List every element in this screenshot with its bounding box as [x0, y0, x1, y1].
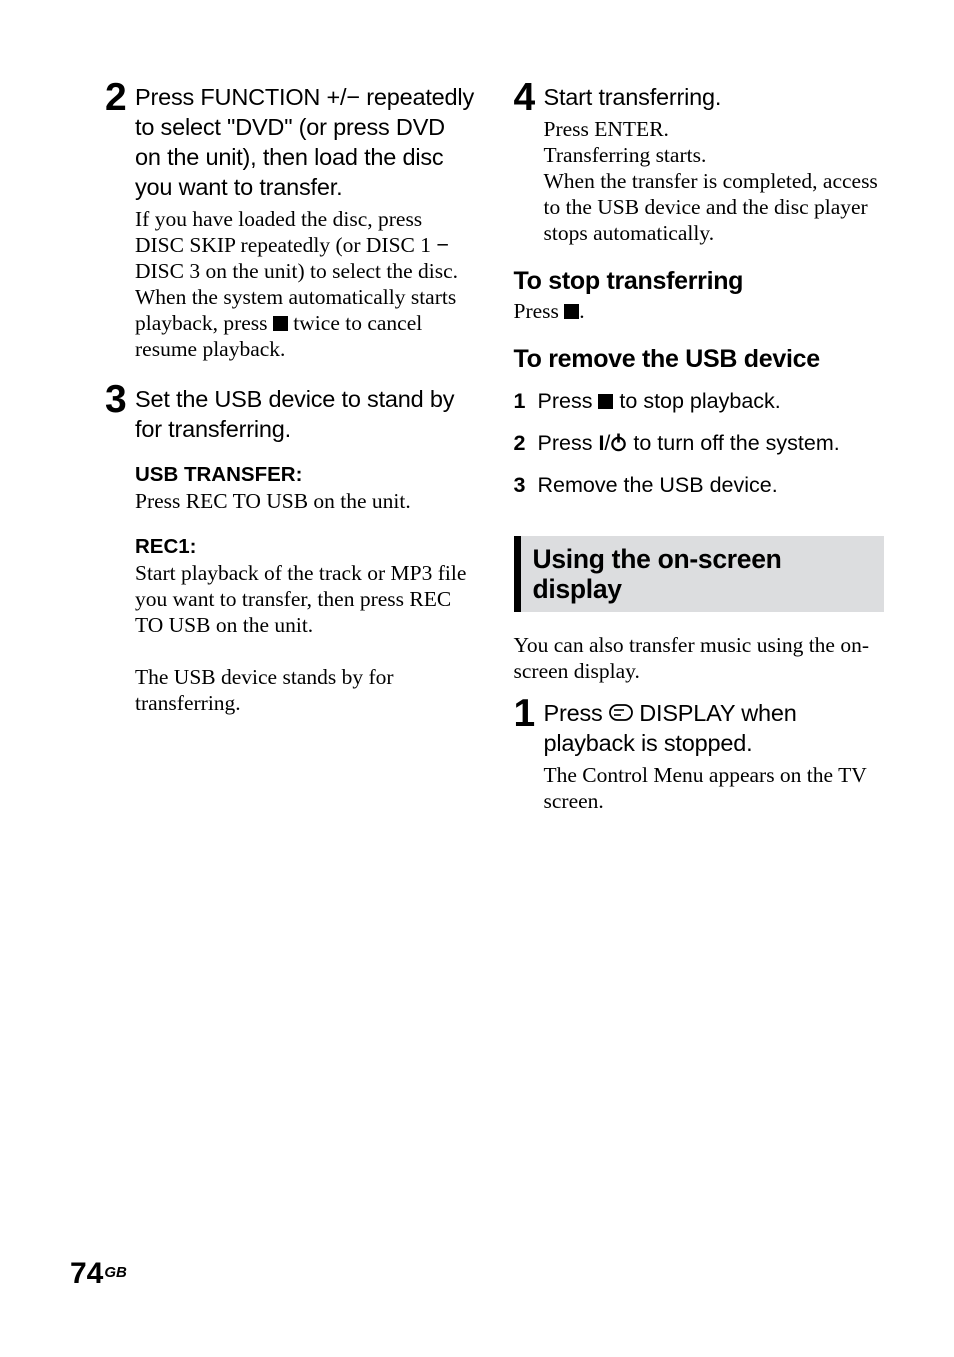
text: . [579, 299, 584, 323]
step-detail: The Control Menu appears on the TV scree… [544, 762, 885, 814]
spacer [514, 324, 885, 344]
left-column: 2 Press FUNCTION +/− repeatedly to selec… [105, 80, 476, 820]
page-lang: GB [104, 1264, 127, 1281]
list-item: 1 Press to stop playback. [514, 388, 885, 414]
text: Press [514, 299, 565, 323]
right-column: 4 Start transferring. Press ENTER. Trans… [514, 80, 885, 820]
step-instruction: Press FUNCTION +/− repeatedly to select … [135, 82, 476, 202]
item-number: 2 [514, 430, 538, 456]
item-text: Remove the USB device. [538, 472, 778, 498]
step-detail: Press ENTER. Transferring starts. When t… [544, 116, 885, 246]
step-instruction: Set the USB device to stand by for trans… [135, 384, 476, 444]
item-text: Press to stop playback. [538, 388, 781, 414]
step-number: 4 [514, 80, 544, 116]
step-instruction: Press DISPLAY when playback is stopped. [544, 698, 885, 758]
list-item: 2 Press I/ to turn off the system. [514, 430, 885, 456]
step-2: 2 Press FUNCTION +/− repeatedly to selec… [105, 80, 476, 362]
spacer [105, 368, 476, 382]
detail: Start playback of the track or MP3 file … [135, 560, 476, 638]
section-bar: Using the on-screen display [514, 536, 885, 612]
item-number: 1 [514, 388, 538, 414]
step-1-osd: 1 Press DISPLAY when playback is stopped… [514, 696, 885, 814]
step-number: 1 [514, 696, 544, 732]
step-body: Set the USB device to stand by for trans… [135, 382, 476, 444]
step-4: 4 Start transferring. Press ENTER. Trans… [514, 80, 885, 246]
heading-remove-usb: To remove the USB device [514, 344, 885, 374]
text: Press [544, 700, 609, 726]
spacer [514, 252, 885, 266]
step-instruction: Start transferring. [544, 82, 885, 112]
text: If you have loaded the disc, press DISC … [135, 207, 436, 257]
page-number: 74 [70, 1257, 103, 1290]
page-footer: 74GB [70, 1257, 127, 1291]
stop-icon [273, 316, 288, 331]
minus-icon: − [436, 233, 449, 257]
stop-icon [564, 304, 579, 319]
text: Press [538, 389, 599, 413]
spacer [105, 638, 476, 660]
sub-heading: USB TRANSFER: [135, 462, 476, 488]
step-number: 3 [105, 382, 135, 418]
item-text: Press I/ to turn off the system. [538, 430, 840, 456]
text: to turn off the system. [627, 431, 839, 455]
spacer [105, 514, 476, 534]
step-3: 3 Set the USB device to stand by for tra… [105, 382, 476, 444]
text: to stop playback. [613, 389, 780, 413]
remove-list: 1 Press to stop playback. 2 Press I/ to … [514, 388, 885, 498]
step-body: Press FUNCTION +/− repeatedly to select … [135, 80, 476, 362]
step-body: Start transferring. Press ENTER. Transfe… [544, 80, 885, 246]
spacer [105, 450, 476, 462]
standby-note: The USB device stands by for transferrin… [135, 664, 476, 716]
detail: Press REC TO USB on the unit. [135, 488, 476, 514]
stop-body: Press . [514, 298, 885, 324]
page-content: 2 Press FUNCTION +/− repeatedly to selec… [0, 0, 954, 820]
sub-heading: REC1: [135, 534, 476, 560]
spacer [514, 374, 885, 388]
step-body: Press DISPLAY when playback is stopped. … [544, 696, 885, 814]
stop-icon [598, 394, 613, 409]
section-intro: You can also transfer music using the on… [514, 632, 885, 684]
standby-icon [610, 433, 627, 452]
display-icon [609, 704, 633, 722]
text: Press FUNCTION +/ [135, 84, 346, 110]
item-number: 3 [514, 472, 538, 498]
usb-transfer-block: USB TRANSFER: Press REC TO USB on the un… [135, 462, 476, 514]
spacer [514, 684, 885, 696]
rec1-block: REC1: Start playback of the track or MP3… [135, 534, 476, 638]
text: Press [538, 431, 599, 455]
step-detail: If you have loaded the disc, press DISC … [135, 206, 476, 362]
step-number: 2 [105, 80, 135, 116]
minus-icon: − [346, 84, 360, 110]
heading-stop-transferring: To stop transferring [514, 266, 885, 296]
list-item: 3 Remove the USB device. [514, 472, 885, 498]
